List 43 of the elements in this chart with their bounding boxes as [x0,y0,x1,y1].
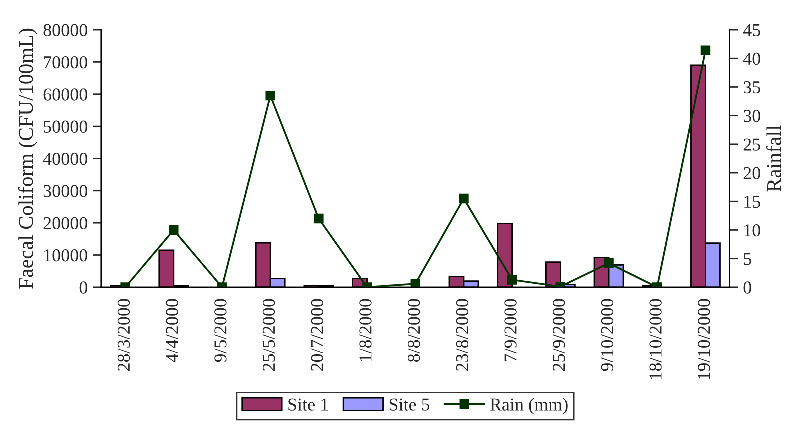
point [314,214,324,224]
point [169,225,179,236]
point [700,46,711,56]
y2-tick-label: 25 [744,138,760,151]
y-tick-label: 60000 [44,88,88,101]
y-tick-label: 10000 [44,250,88,262]
point [266,90,276,101]
x-tick-label: 18/10/2000 [650,299,662,380]
y2-tick-label: 40 [743,52,760,66]
x-tick-label: 25/5/2000 [262,299,276,371]
y-tick-label: 70000 [44,56,88,69]
y-tick-label: 0 [80,282,88,294]
y-tick-label: 30000 [44,185,88,198]
x-tick-label: 7/9/2000 [504,299,517,362]
y2-tick-label: 10 [744,224,760,237]
y-tick-label: 50000 [44,120,88,133]
y2-tick-label: 45 [743,24,760,36]
y2-tick-label: 15 [744,196,760,208]
y-axis-title: Faecal Coliform (CFU/100mL) [18,28,38,289]
point [410,279,420,288]
x-tick-label: 25/9/2000 [553,299,566,371]
y2-axis-title: Rainfall [766,126,782,192]
legend-label: Site 5 [390,398,430,411]
x-tick-label: 1/8/2000 [360,299,372,362]
y2-tick-label: 20 [744,167,760,180]
y2-tick-label: 30 [744,110,760,122]
legend-label: Rain (mm) [490,398,568,415]
point [459,194,469,204]
x-tick-label: 8/8/2000 [408,299,420,362]
x-tick-label: 9/10/2000 [601,299,614,372]
y2-tick-label: 5 [744,253,752,266]
y2-tick-label: 0 [744,282,752,294]
y2-tick-label: 35 [744,82,760,94]
y-tick-label: 80000 [44,24,88,36]
x-tick-label: 19/10/2000 [698,299,710,380]
legend-label: Site 1 [288,398,328,411]
x-tick-label: 20/7/2000 [311,299,324,371]
x-tick-label: 9/5/2000 [214,299,227,362]
y-tick-label: 40000 [43,152,88,166]
x-tick-label: 23/8/2000 [456,299,469,371]
x-tick-label: 4/4/2000 [166,299,178,362]
x-tick-label: 28/3/2000 [118,299,130,371]
y-tick-label: 20000 [44,217,88,230]
